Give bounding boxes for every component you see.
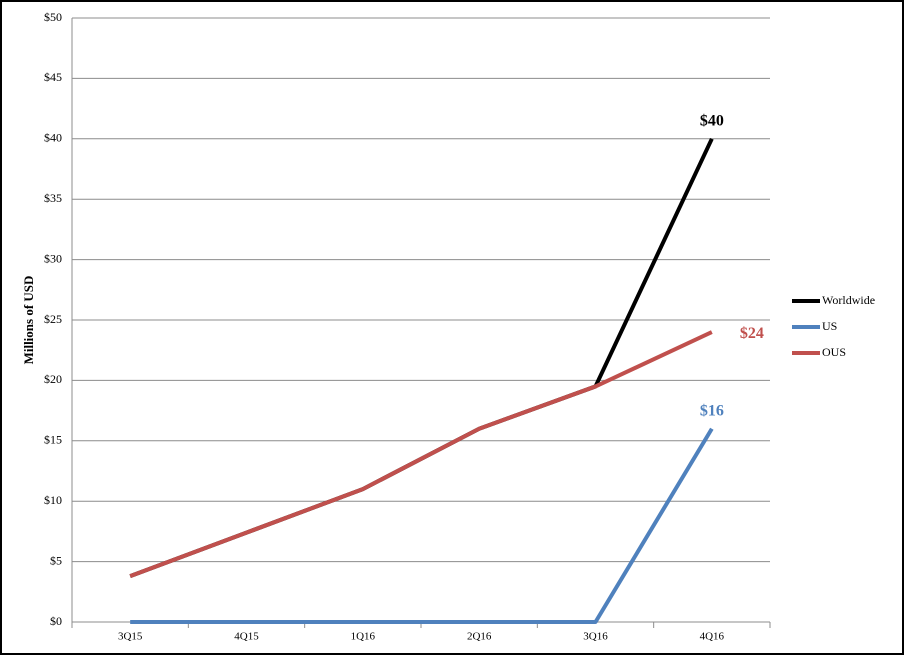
legend-label: Worldwide [822, 293, 875, 307]
y-tick-label: $25 [44, 312, 62, 326]
y-tick-label: $15 [44, 433, 62, 447]
y-tick-label: $5 [50, 553, 62, 567]
series-line [129, 330, 713, 578]
legend-label: OUS [822, 345, 846, 359]
y-tick-label: $20 [44, 372, 62, 386]
y-axis-label: Millions of USD [21, 276, 36, 365]
x-tick-label: 2Q16 [467, 631, 492, 643]
legend-label: US [822, 319, 837, 333]
data-label: $24 [740, 325, 764, 342]
y-tick-label: $35 [44, 191, 62, 205]
x-tick-label: 1Q16 [351, 631, 376, 643]
x-tick-label: 4Q16 [700, 631, 725, 643]
x-tick-label: 3Q16 [583, 631, 608, 643]
x-tick-label: 4Q15 [234, 631, 259, 643]
y-tick-label: $40 [44, 131, 62, 145]
data-label: $16 [700, 402, 724, 419]
y-tick-label: $30 [44, 251, 62, 265]
y-tick-label: $50 [44, 10, 62, 24]
data-label: $40 [700, 112, 724, 129]
x-tick-label: 3Q15 [118, 631, 143, 643]
series-line [130, 427, 714, 624]
y-tick-label: $10 [44, 493, 62, 507]
y-tick-label: $0 [50, 614, 62, 628]
y-tick-label: $45 [44, 70, 62, 84]
